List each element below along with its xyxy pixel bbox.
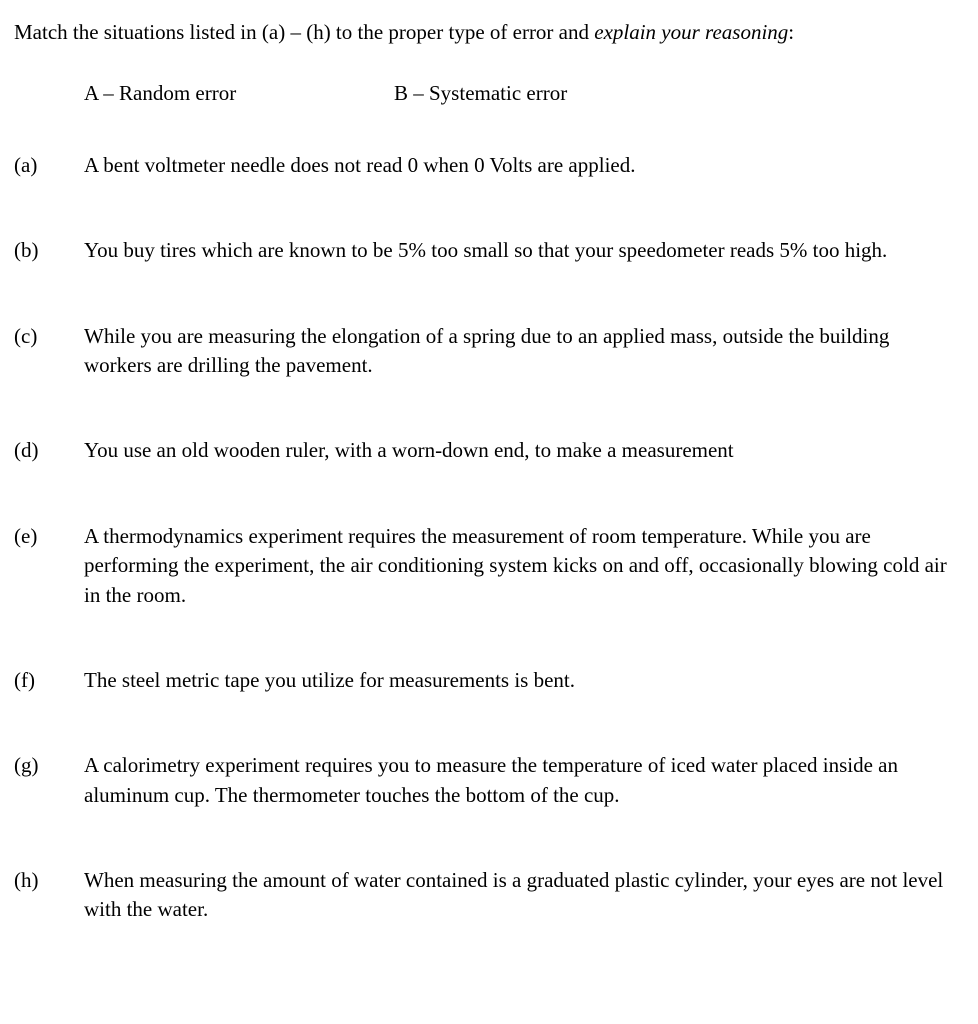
question-text: You buy tires which are known to be 5% t…	[84, 236, 956, 265]
question-text: A bent voltmeter needle does not read 0 …	[84, 151, 956, 180]
error-type-options: A – Random error B – Systematic error	[14, 79, 964, 108]
question-item: (h) When measuring the amount of water c…	[14, 866, 964, 925]
instruction-text: Match the situations listed in (a) – (h)…	[14, 18, 964, 47]
question-item: (a) A bent voltmeter needle does not rea…	[14, 151, 964, 180]
question-label: (d)	[14, 436, 84, 465]
question-text: While you are measuring the elongation o…	[84, 322, 956, 381]
question-text: A calorimetry experiment requires you to…	[84, 751, 956, 810]
question-label: (e)	[14, 522, 84, 610]
question-label: (a)	[14, 151, 84, 180]
question-label: (c)	[14, 322, 84, 381]
question-text: When measuring the amount of water conta…	[84, 866, 956, 925]
question-item: (g) A calorimetry experiment requires yo…	[14, 751, 964, 810]
question-label: (f)	[14, 666, 84, 695]
question-item: (f) The steel metric tape you utilize fo…	[14, 666, 964, 695]
question-item: (e) A thermodynamics experiment requires…	[14, 522, 964, 610]
instruction-prefix: Match the situations listed in (a) – (h)…	[14, 20, 594, 44]
option-a-random-error: A – Random error	[84, 79, 394, 108]
option-b-systematic-error: B – Systematic error	[394, 79, 964, 108]
question-item: (c) While you are measuring the elongati…	[14, 322, 964, 381]
instruction-emphasis: explain your reasoning	[594, 20, 788, 44]
question-label: (b)	[14, 236, 84, 265]
question-text: The steel metric tape you utilize for me…	[84, 666, 956, 695]
instruction-suffix: :	[788, 20, 794, 44]
question-text: A thermodynamics experiment requires the…	[84, 522, 956, 610]
question-item: (d) You use an old wooden ruler, with a …	[14, 436, 964, 465]
question-text: You use an old wooden ruler, with a worn…	[84, 436, 956, 465]
question-item: (b) You buy tires which are known to be …	[14, 236, 964, 265]
question-label: (h)	[14, 866, 84, 925]
question-label: (g)	[14, 751, 84, 810]
question-list: (a) A bent voltmeter needle does not rea…	[14, 151, 964, 925]
